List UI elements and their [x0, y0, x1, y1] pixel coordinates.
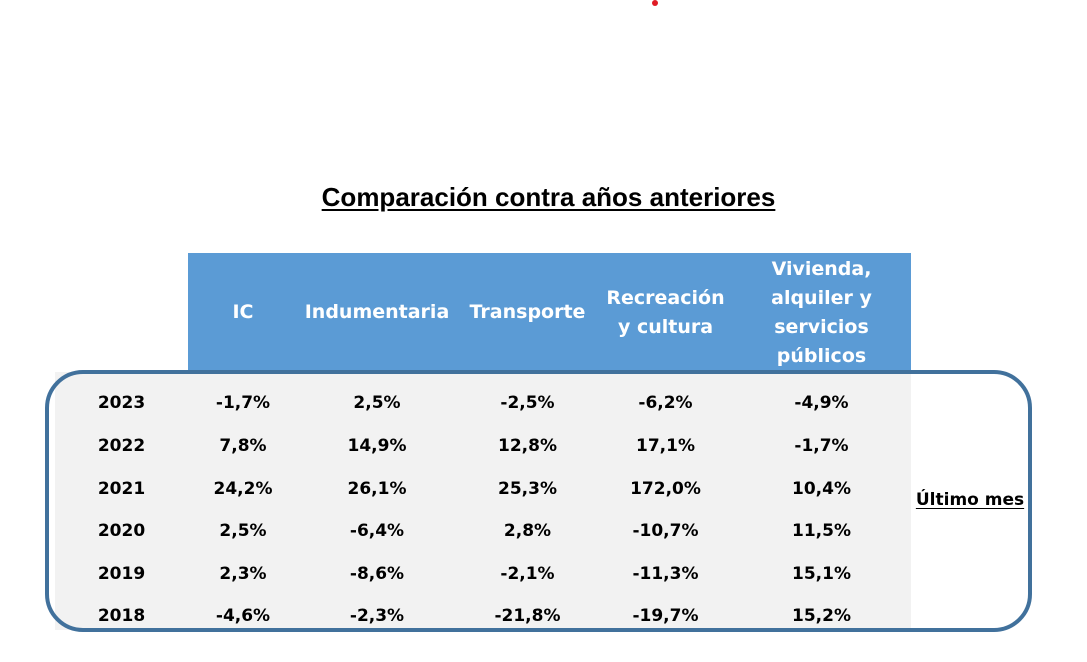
table-header-background	[188, 253, 911, 372]
year-cell: 2022	[97, 436, 146, 456]
value-cell-transporte: -2,1%	[500, 564, 555, 584]
value-cell-transporte: -2,5%	[500, 393, 555, 413]
value-cell-transporte: 12,8%	[498, 436, 557, 456]
value-cell-recreacion: 17,1%	[636, 436, 695, 456]
table-row: 2023 -1,7% 2,5% -2,5% -6,2% -4,9%	[0, 382, 1087, 425]
value-cell-ic: -4,6%	[215, 606, 271, 626]
value-cell-indumentaria: 26,1%	[347, 479, 407, 499]
value-cell-transporte: -21,8%	[494, 606, 561, 626]
column-header-recreacion: Recreación y cultura	[606, 286, 725, 338]
value-cell-transporte: 25,3%	[498, 479, 557, 499]
value-cell-recreacion: -10,7%	[632, 521, 699, 541]
table-body-background	[55, 372, 911, 630]
value-cell-recreacion: 172,0%	[630, 479, 701, 499]
value-cell-ic: 2,5%	[219, 521, 267, 541]
value-cell-indumentaria: 2,5%	[353, 393, 401, 413]
value-cell-indumentaria: -6,4%	[349, 521, 405, 541]
value-cell-vivienda: -4,9%	[794, 393, 849, 413]
value-cell-vivienda: -1,7%	[794, 436, 849, 456]
value-cell-recreacion: -19,7%	[632, 606, 699, 626]
table-row: 2020 2,5% -6,4% 2,8% -10,7% 11,5%	[0, 510, 1087, 553]
value-cell-indumentaria: -2,3%	[349, 606, 405, 626]
table-row: 2018 -4,6% -2,3% -21,8% -19,7% 15,2%	[0, 595, 1087, 638]
value-cell-recreacion: -11,3%	[632, 564, 699, 584]
value-cell-ic: 7,8%	[219, 436, 267, 456]
year-cell: 2019	[97, 564, 146, 584]
year-cell: 2021	[97, 479, 146, 499]
highlight-frame	[45, 370, 1032, 632]
value-cell-ic: 24,2%	[213, 479, 273, 499]
value-cell-vivienda: 11,5%	[792, 521, 851, 541]
value-cell-indumentaria: -8,6%	[349, 564, 405, 584]
table-row: 2021 24,2% 26,1% 25,3% 172,0% 10,4%	[0, 468, 1087, 511]
red-dot-decoration	[652, 0, 658, 6]
value-cell-transporte: 2,8%	[503, 521, 552, 541]
value-cell-ic: -1,7%	[215, 393, 271, 413]
value-cell-vivienda: 10,4%	[792, 479, 851, 499]
side-label-ultimo-mes: Último mes	[915, 490, 1025, 510]
column-header-indumentaria: Indumentaria	[304, 301, 450, 323]
value-cell-ic: 2,3%	[219, 564, 267, 584]
value-cell-recreacion: -6,2%	[638, 393, 693, 413]
year-cell: 2023	[97, 393, 146, 413]
column-header-vivienda: Vivienda, alquiler y servicios públicos	[771, 257, 872, 367]
value-cell-vivienda: 15,1%	[792, 564, 851, 584]
page-title: Comparación contra años anteriores	[321, 182, 776, 212]
column-header-ic: IC	[232, 301, 254, 323]
year-cell: 2018	[97, 606, 146, 626]
table-row: 2022 7,8% 14,9% 12,8% 17,1% -1,7%	[0, 425, 1087, 468]
column-header-transporte: Transporte	[469, 301, 586, 323]
table-row: 2019 2,3% -8,6% -2,1% -11,3% 15,1%	[0, 553, 1087, 596]
value-cell-vivienda: 15,2%	[792, 606, 851, 626]
year-cell: 2020	[97, 521, 146, 541]
value-cell-indumentaria: 14,9%	[347, 436, 407, 456]
